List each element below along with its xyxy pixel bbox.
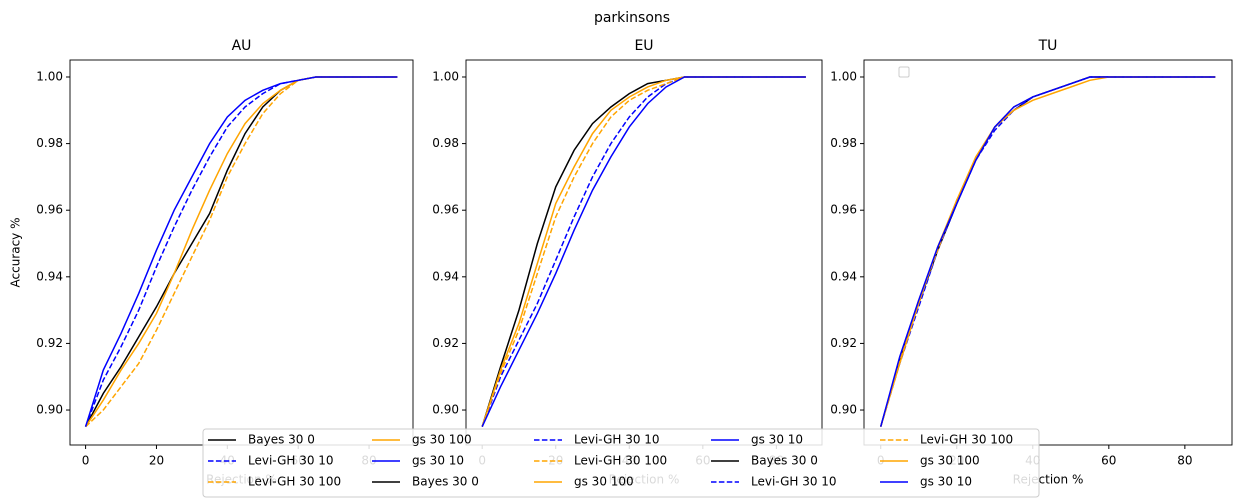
legend-label: Levi-GH 30 100: [248, 475, 341, 489]
legend-label: Bayes 30 0: [248, 433, 315, 447]
legend-label: gs 30 10: [920, 475, 972, 489]
y-tick-label: 0.90: [830, 403, 857, 417]
legend-label: Levi-GH 30 10: [248, 454, 334, 468]
legend-label: Bayes 30 0: [412, 475, 479, 489]
y-tick-label: 0.96: [432, 203, 459, 217]
legend-label: gs 30 100: [574, 475, 634, 489]
legend: Bayes 30 0 Levi-GH 30 10 Levi-GH 30 100 gs …: [202, 428, 1040, 498]
legend-label: Levi-GH 30 100: [920, 433, 1013, 447]
y-tick-label: 1.00: [432, 69, 459, 83]
y-tick-label: 0.98: [830, 136, 857, 150]
subplot-title: EU: [634, 38, 653, 54]
legend-label: Levi-GH 30 10: [751, 475, 837, 489]
y-tick-label: 0.92: [830, 336, 857, 350]
series-line: [880, 76, 1216, 427]
legend-label: Levi-GH 30 100: [574, 454, 667, 468]
legend-label: gs 30 10: [412, 454, 464, 468]
axes-frame: [863, 59, 1233, 446]
subplot-title: TU: [1038, 38, 1058, 54]
y-tick-label: 0.90: [36, 403, 63, 417]
subplot-title: AU: [232, 38, 252, 54]
y-tick-label: 0.98: [36, 136, 63, 150]
y-tick-label: 0.94: [830, 269, 857, 283]
series-line: [481, 76, 806, 427]
legend-label: Bayes 30 0: [751, 454, 818, 468]
series-line: [481, 76, 806, 427]
series-line: [481, 76, 806, 427]
y-axis-label: Accuracy %: [9, 217, 23, 287]
y-tick-label: 0.96: [830, 203, 857, 217]
y-tick-label: 1.00: [830, 69, 857, 83]
legend-label: gs 30 100: [920, 454, 980, 468]
empty-legend: [898, 66, 910, 78]
y-tick-label: 0.98: [432, 136, 459, 150]
y-tick-label: 0.92: [36, 336, 63, 350]
x-tick-label: 0: [82, 454, 90, 468]
legend-label: gs 30 100: [412, 433, 472, 447]
legend-label: Levi-GH 30 10: [574, 433, 660, 447]
legend-label: gs 30 10: [751, 433, 803, 447]
x-tick-label: 20: [149, 454, 164, 468]
figure-title: parkinsons: [594, 10, 670, 26]
y-tick-label: 0.92: [432, 336, 459, 350]
legend-frame: [202, 428, 1040, 498]
y-tick-label: 0.96: [36, 203, 63, 217]
x-tick-label: 80: [1177, 454, 1192, 468]
series-line: [84, 76, 398, 427]
y-tick-label: 0.90: [432, 403, 459, 417]
x-tick-label: 60: [1101, 454, 1116, 468]
y-tick-label: 1.00: [36, 69, 63, 83]
y-tick-label: 0.94: [432, 269, 459, 283]
y-tick-label: 0.94: [36, 269, 63, 283]
